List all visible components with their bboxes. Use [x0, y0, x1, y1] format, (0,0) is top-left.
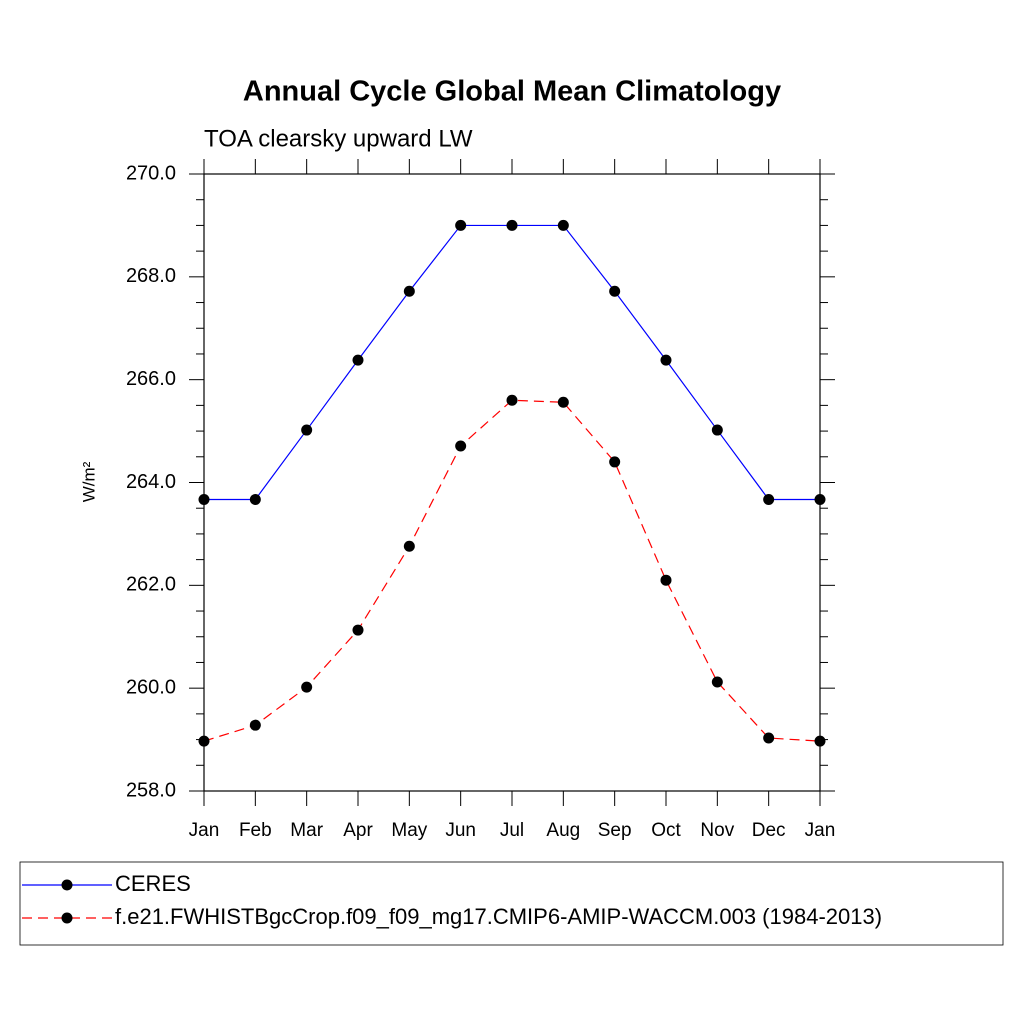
data-point	[301, 424, 313, 436]
data-point	[249, 719, 261, 731]
x-tick-label: Jul	[500, 820, 524, 841]
x-tick-label: Nov	[700, 820, 734, 841]
x-tick-label: Oct	[651, 820, 681, 841]
data-point	[455, 440, 467, 452]
data-point	[403, 285, 415, 297]
data-point	[352, 354, 364, 366]
x-tick-label: May	[391, 820, 427, 841]
data-point	[814, 735, 826, 747]
legend-marker	[61, 879, 73, 891]
data-point	[660, 354, 672, 366]
data-point	[660, 574, 672, 586]
data-point	[814, 493, 826, 505]
data-point	[455, 219, 467, 231]
series-line	[204, 224, 820, 501]
data-point	[557, 219, 569, 231]
data-point	[301, 681, 313, 693]
x-tick-label: Jan	[805, 820, 836, 841]
data-point	[609, 285, 621, 297]
x-tick-label: Aug	[546, 820, 580, 841]
y-tick-label: 266.0	[126, 368, 176, 390]
legend-marker	[61, 912, 73, 924]
legend-label: f.e21.FWHISTBgcCrop.f09_f09_mg17.CMIP6-A…	[115, 904, 882, 929]
plot-frame	[203, 173, 821, 792]
x-tick-label: Sep	[598, 820, 632, 841]
data-point	[609, 456, 621, 468]
data-point	[711, 424, 723, 436]
x-tick-label: Jun	[445, 820, 476, 841]
y-tick-label: 264.0	[126, 471, 176, 493]
y-tick-label: 268.0	[126, 265, 176, 287]
y-tick-label: 270.0	[126, 162, 176, 184]
series-line	[203, 399, 821, 742]
y-tick-label: 262.0	[126, 574, 176, 596]
x-tick-label: Jan	[189, 820, 220, 841]
data-point	[198, 493, 210, 505]
y-tick-label: 258.0	[126, 779, 176, 801]
data-point	[506, 219, 518, 231]
chart-title: Annual Cycle Global Mean Climatology	[243, 76, 781, 108]
y-tick-label: 260.0	[126, 676, 176, 698]
x-tick-label: Apr	[343, 820, 373, 841]
data-point	[403, 540, 415, 552]
data-point	[249, 493, 261, 505]
data-point	[352, 624, 364, 636]
x-tick-label: Feb	[239, 820, 272, 841]
x-tick-label: Dec	[752, 820, 786, 841]
legend-label: CERES	[115, 871, 191, 896]
legend-box	[19, 861, 1004, 946]
data-point	[763, 732, 775, 744]
data-point	[506, 394, 518, 406]
data-point	[763, 493, 775, 505]
chart-subtitle: TOA clearsky upward LW	[204, 125, 473, 152]
data-point	[557, 396, 569, 408]
data-point	[711, 676, 723, 688]
data-point	[198, 735, 210, 747]
y-axis-label: W/m²	[79, 461, 98, 502]
x-tick-label: Mar	[290, 820, 323, 841]
